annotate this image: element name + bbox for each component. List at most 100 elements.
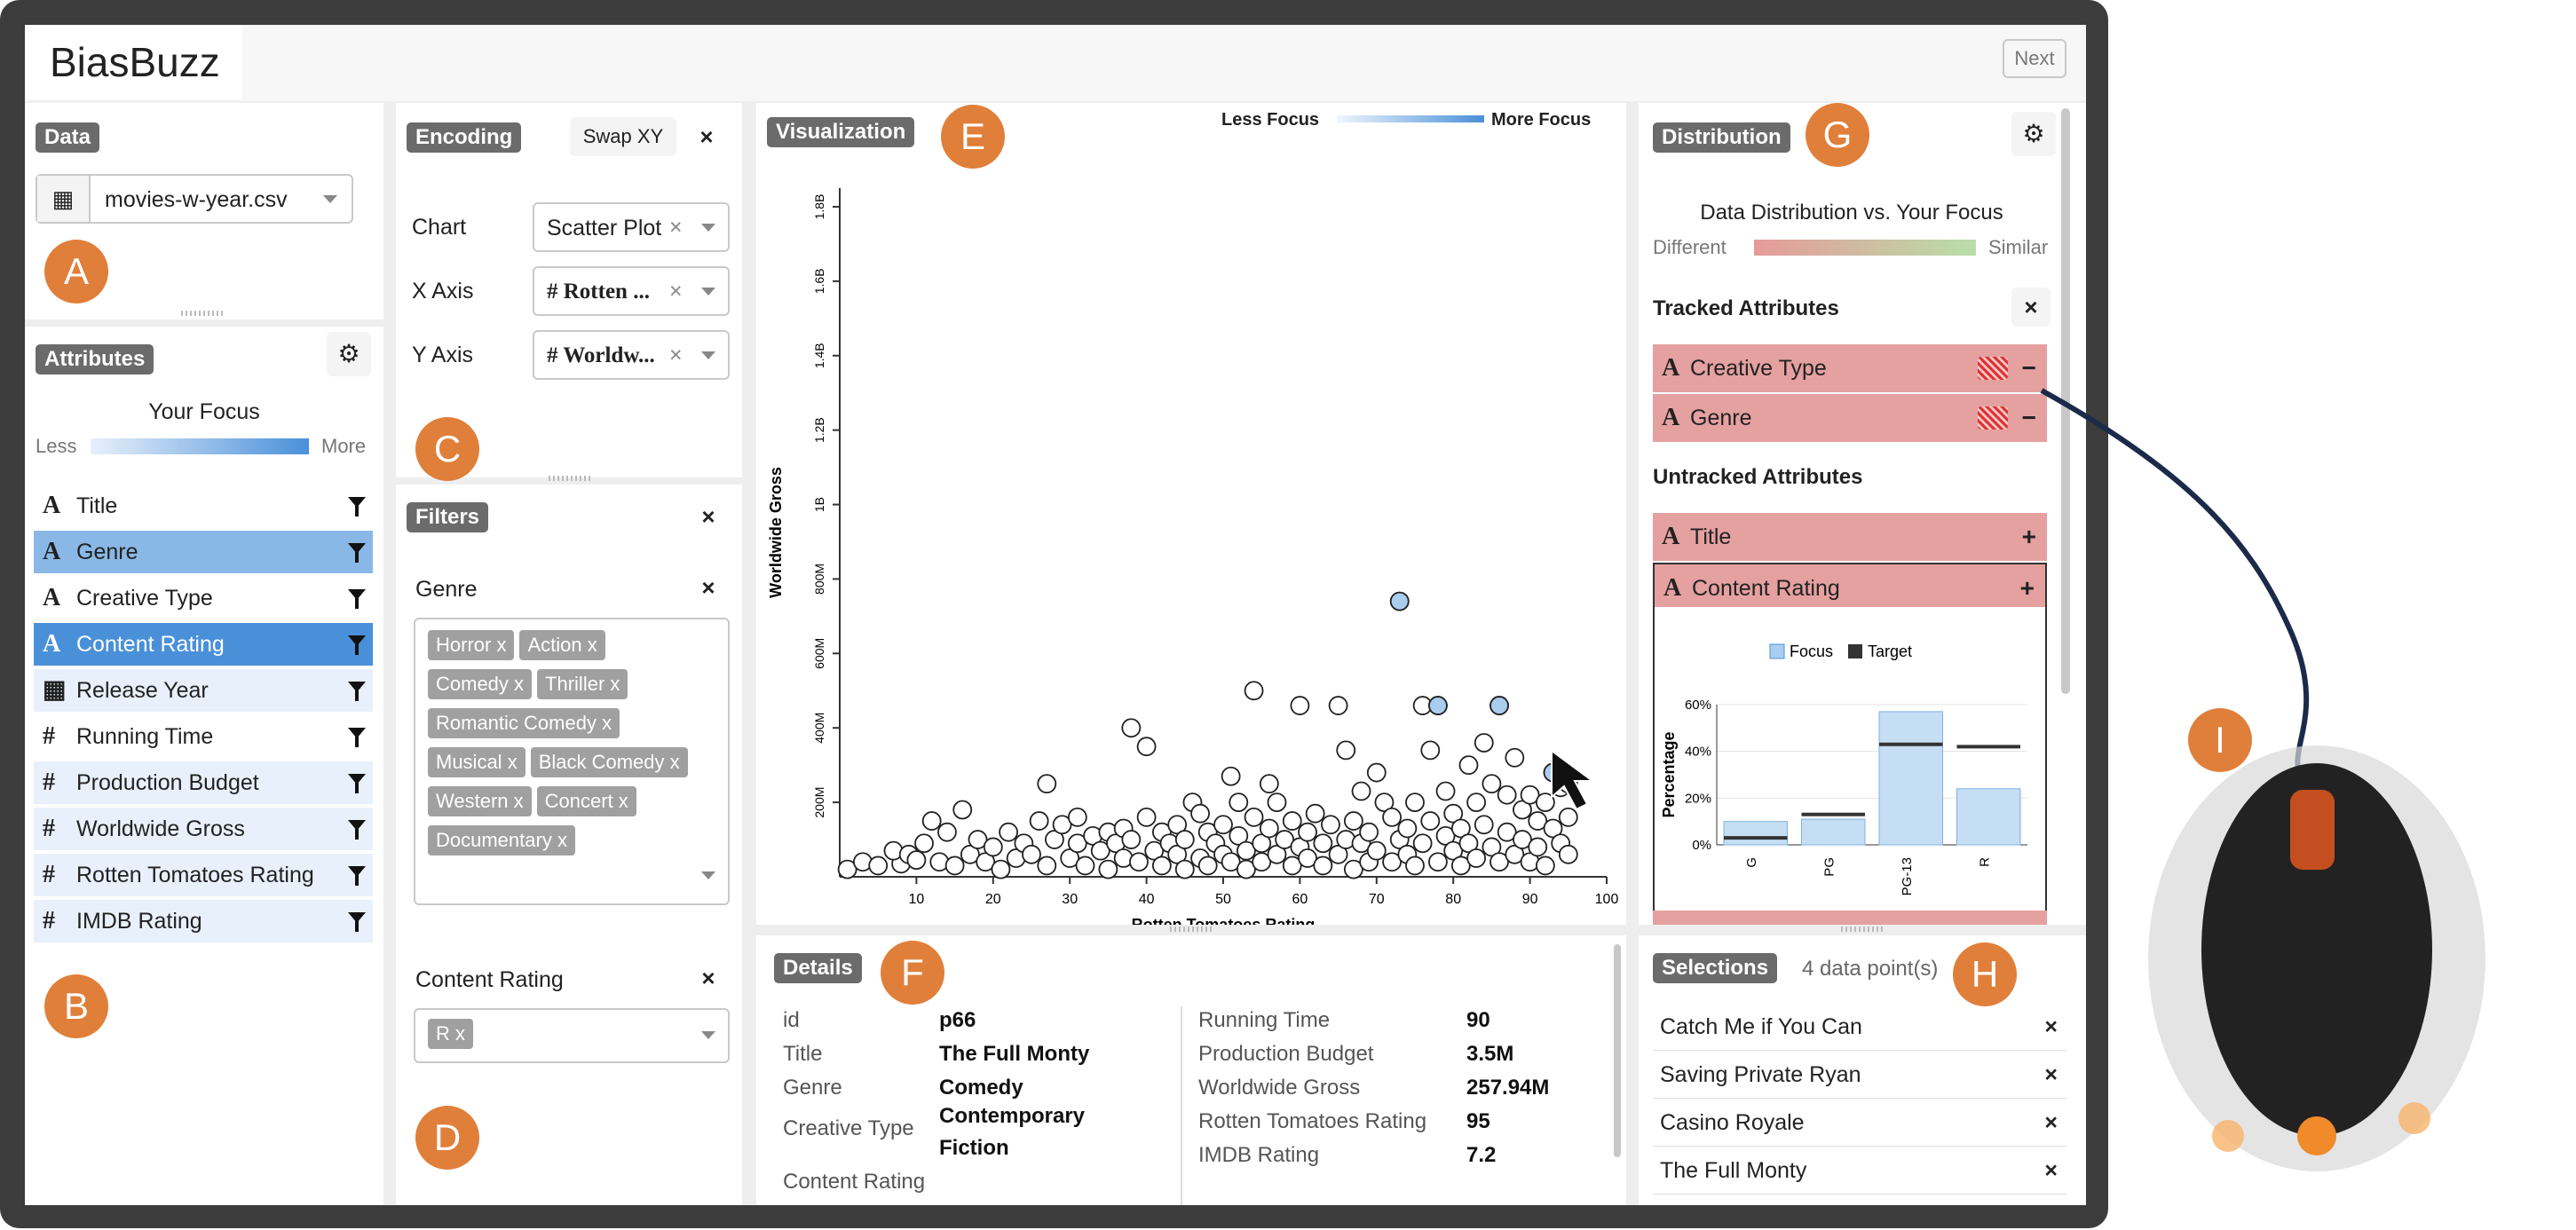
scatter-point[interactable] <box>1259 774 1279 794</box>
scatter-point[interactable] <box>1252 833 1272 854</box>
swap-xy-button[interactable]: Swap XY <box>570 117 676 156</box>
remove-chip-icon[interactable]: x <box>508 673 525 695</box>
scatter-point[interactable] <box>1505 844 1525 864</box>
add-attribute-icon[interactable]: + <box>2019 574 2035 602</box>
filter-chip[interactable]: Comedy x <box>428 669 533 699</box>
gear-icon[interactable]: ⚙ <box>327 332 371 376</box>
scatter-point[interactable] <box>1474 733 1494 753</box>
filter-icon[interactable] <box>348 728 366 747</box>
close-icon[interactable]: × <box>2044 1158 2058 1183</box>
scatter-point[interactable] <box>1482 774 1502 794</box>
scatter-point[interactable] <box>1229 792 1249 813</box>
next-button[interactable]: Next <box>2003 39 2066 78</box>
scatter-point[interactable] <box>1458 755 1479 776</box>
clear-icon[interactable]: × <box>669 343 683 367</box>
selection-item[interactable]: Saving Private Ryan × <box>1653 1051 2066 1099</box>
close-icon[interactable]: × <box>699 123 714 150</box>
scatter-point[interactable] <box>1167 844 1188 864</box>
scatter-point[interactable] <box>1313 833 1333 854</box>
focus-bar[interactable] <box>1723 821 1788 846</box>
scatter-point[interactable] <box>1466 848 1487 868</box>
focused-scatter-point[interactable] <box>1389 591 1410 611</box>
remove-chip-icon[interactable]: x <box>449 1022 466 1045</box>
scatter-point[interactable] <box>1497 785 1517 805</box>
scatter-point[interactable] <box>1244 807 1264 827</box>
scatter-point[interactable] <box>1405 792 1425 813</box>
scatter-point[interactable] <box>1435 781 1456 801</box>
scatter-point[interactable] <box>991 859 1011 879</box>
focus-bar[interactable] <box>1878 711 1943 846</box>
clear-icon[interactable]: × <box>669 279 683 304</box>
scatter-point[interactable] <box>1144 840 1165 861</box>
scatter-point[interactable] <box>1290 696 1310 715</box>
scatter-point[interactable] <box>1535 855 1555 876</box>
scatter-point[interactable] <box>1450 818 1471 839</box>
scatter-point[interactable] <box>1343 859 1363 879</box>
scatter-point[interactable] <box>1282 811 1302 831</box>
details-scrollbar[interactable] <box>1614 944 1621 1157</box>
x-axis-select[interactable]: # Rotten ... × <box>533 266 730 316</box>
close-icon[interactable]: × <box>2011 288 2051 327</box>
scatter-point[interactable] <box>1267 792 1287 813</box>
remove-chip-icon[interactable]: x <box>664 751 680 773</box>
chart-type-select[interactable]: Scatter Plot × <box>533 202 730 252</box>
scatter-point[interactable] <box>1121 830 1142 849</box>
untracked-attribute[interactable]: A Title + <box>1653 513 2047 561</box>
scatter-point[interactable] <box>937 822 957 842</box>
remove-chip-icon[interactable]: x <box>551 829 567 851</box>
scatter-point[interactable] <box>1382 807 1402 827</box>
focused-scatter-point[interactable] <box>1428 696 1448 715</box>
scatter-point[interactable] <box>1129 852 1149 872</box>
filter-chip[interactable]: Musical x <box>428 747 525 777</box>
filter-chip[interactable]: Thriller x <box>537 669 628 699</box>
scatter-point[interactable] <box>1397 818 1418 839</box>
attribute-item[interactable]: # Rotten Tomatoes Rating <box>34 854 373 896</box>
dataset-select[interactable]: ▦ movies-w-year.csv <box>36 174 353 224</box>
content-rating-multiselect[interactable]: R x <box>414 1008 730 1063</box>
filter-icon[interactable] <box>348 682 366 701</box>
scatter-point[interactable] <box>1244 681 1264 701</box>
scatter-point[interactable] <box>1558 807 1578 827</box>
tracked-attribute[interactable]: A Creative Type − <box>1653 344 2047 392</box>
filter-icon[interactable] <box>348 912 366 932</box>
scatter-point[interactable] <box>1366 762 1387 783</box>
scatter-plot[interactable]: 10 20 30 40 50 60 70 80 90 100 200M 400M 600M 800M 1B 1… <box>756 103 1626 925</box>
attribute-item[interactable]: A Genre <box>34 531 373 573</box>
scatter-point[interactable] <box>1482 837 1502 857</box>
scatter-point[interactable] <box>1298 848 1317 868</box>
scatter-point[interactable] <box>1474 815 1494 835</box>
remove-attribute-icon[interactable]: − <box>2021 354 2036 382</box>
remove-chip-icon[interactable]: x <box>612 790 628 812</box>
scatter-point[interactable] <box>1535 792 1555 813</box>
scatter-point[interactable] <box>1221 766 1241 786</box>
scatter-point[interactable] <box>1221 852 1241 872</box>
close-icon[interactable]: × <box>701 965 715 991</box>
genre-multiselect[interactable]: Horror x Action xComedy x Thriller xRomant… <box>414 618 730 905</box>
remove-chip-icon[interactable]: x <box>508 790 524 812</box>
scatter-point[interactable] <box>1443 803 1464 824</box>
close-icon[interactable]: × <box>2044 1062 2058 1087</box>
scatter-point[interactable] <box>914 833 934 854</box>
filter-icon[interactable] <box>348 497 366 516</box>
scatter-point[interactable] <box>1435 825 1456 846</box>
scatter-point[interactable] <box>1412 833 1433 854</box>
attribute-item[interactable]: A Creative Type <box>34 577 373 619</box>
attribute-item[interactable]: A Content Rating <box>34 623 373 666</box>
scatter-point[interactable] <box>1090 840 1110 861</box>
scatter-point[interactable] <box>999 822 1018 842</box>
scatter-point[interactable] <box>1197 855 1218 876</box>
scatter-point[interactable] <box>1167 815 1188 835</box>
scatter-point[interactable] <box>1136 807 1157 827</box>
selection-item[interactable]: Casino Royale × <box>1653 1099 2066 1147</box>
focus-bar[interactable] <box>1801 818 1866 846</box>
scatter-point[interactable] <box>1366 840 1387 861</box>
scatter-point[interactable] <box>1022 844 1041 864</box>
scatter-point[interactable] <box>1237 840 1256 861</box>
scatter-point[interactable] <box>1520 785 1540 805</box>
attribute-item[interactable]: A Title <box>34 485 373 527</box>
filter-icon[interactable] <box>348 866 366 886</box>
filter-chip[interactable]: Concert x <box>536 786 636 816</box>
selection-item[interactable]: Catch Me if You Can × <box>1653 1003 2066 1051</box>
filter-icon[interactable] <box>348 589 366 609</box>
scatter-point[interactable] <box>1136 737 1157 757</box>
